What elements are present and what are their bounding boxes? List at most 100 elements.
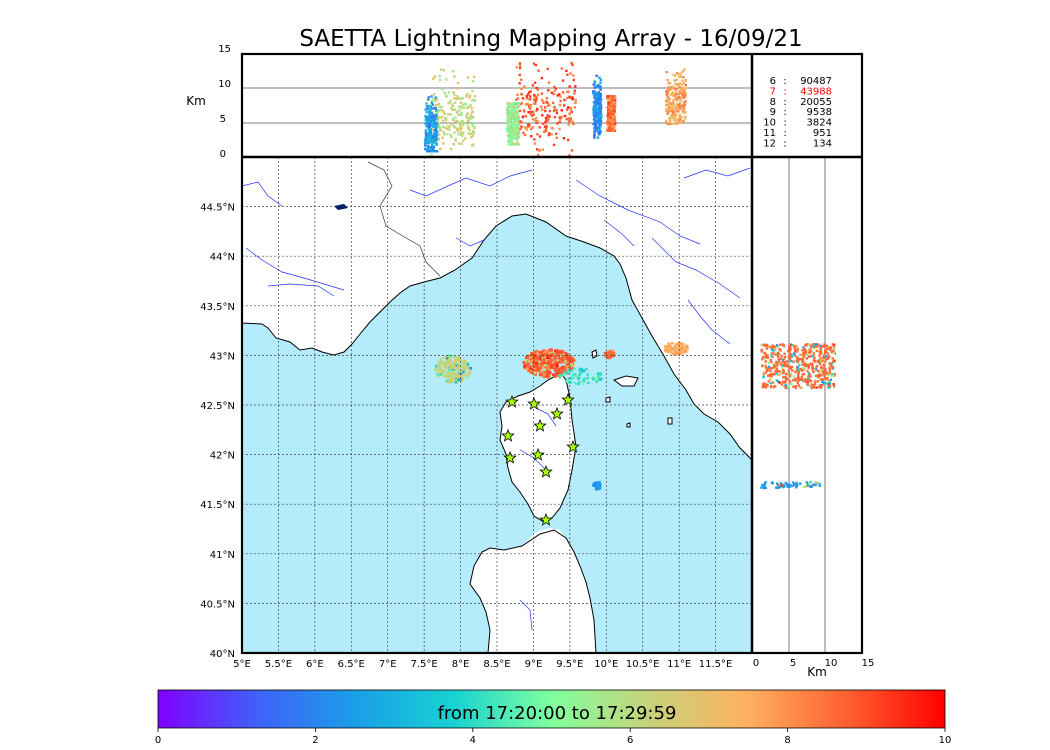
altitude-source xyxy=(558,93,561,96)
lightning-source xyxy=(530,359,533,363)
side-source xyxy=(794,483,797,487)
side-source xyxy=(832,360,835,364)
altitude-source xyxy=(592,110,595,114)
altitude-source xyxy=(667,87,670,90)
side-source xyxy=(806,484,809,487)
stats-key: 8 xyxy=(770,97,776,108)
lightning-source xyxy=(455,375,458,379)
altitude-source xyxy=(569,72,572,75)
altitude-source xyxy=(671,92,674,95)
side-source xyxy=(800,386,803,389)
lightning-source xyxy=(539,358,542,361)
lightning-source xyxy=(561,355,565,358)
lightning-source xyxy=(453,370,457,374)
altitude-source xyxy=(426,121,429,125)
altitude-source xyxy=(446,128,449,131)
altitude-source xyxy=(430,141,434,145)
side-source xyxy=(775,364,778,367)
side-source xyxy=(798,353,802,356)
side-source xyxy=(784,386,787,390)
altitude-source xyxy=(529,127,533,131)
altitude-source xyxy=(592,83,595,86)
side-source xyxy=(789,348,792,351)
side-source xyxy=(826,352,830,355)
altitude-source xyxy=(535,109,538,113)
altitude-source xyxy=(682,94,685,97)
altitude-source xyxy=(613,95,617,98)
lightning-source xyxy=(675,352,678,355)
altitude-source xyxy=(679,75,683,78)
altitude-source xyxy=(460,126,463,129)
altitude-source xyxy=(598,98,601,101)
altitude-source xyxy=(514,103,517,106)
altitude-source xyxy=(460,133,463,136)
side-source xyxy=(824,367,827,371)
altitude-source xyxy=(452,143,455,146)
side-source xyxy=(823,344,826,348)
lightning-source xyxy=(560,365,564,369)
side-source xyxy=(828,355,831,358)
lightning-source xyxy=(545,361,548,365)
side-source xyxy=(781,364,784,367)
lightning-source xyxy=(535,349,538,353)
side-source xyxy=(800,378,803,381)
side-source xyxy=(820,369,823,372)
altitude-source xyxy=(674,113,678,116)
lightning-source xyxy=(606,355,610,358)
altitude-source xyxy=(433,116,436,119)
side-source xyxy=(771,482,774,485)
lightning-source xyxy=(535,357,539,360)
altitude-source xyxy=(592,105,595,109)
side-source xyxy=(764,344,767,347)
altitude-source xyxy=(424,122,427,125)
altitude-source xyxy=(666,89,670,92)
altitude-source xyxy=(665,121,668,124)
side-source xyxy=(775,367,779,370)
lightning-source xyxy=(530,367,533,371)
altitude-source xyxy=(678,82,682,85)
altitude-source xyxy=(535,120,539,123)
altitude-source xyxy=(607,108,610,111)
lightning-source xyxy=(665,345,669,348)
altitude-source xyxy=(593,114,597,117)
altitude-source xyxy=(567,138,570,142)
altitude-source xyxy=(425,111,428,114)
altitude-source xyxy=(436,119,439,122)
lightning-source xyxy=(529,356,532,359)
lightning-source xyxy=(557,356,561,360)
altitude-source xyxy=(612,99,615,102)
side-source xyxy=(816,345,819,348)
side-source xyxy=(770,347,773,350)
side-source xyxy=(784,481,788,485)
side-source xyxy=(810,386,813,390)
side-source xyxy=(807,366,810,369)
altitude-source xyxy=(430,100,433,103)
altitude-source xyxy=(519,64,522,68)
lightning-source xyxy=(685,345,689,348)
altitude-source xyxy=(442,142,445,145)
altitude-source xyxy=(522,131,525,134)
lightning-source xyxy=(525,365,528,369)
side-source-points xyxy=(760,343,836,490)
lightning-source xyxy=(536,364,539,368)
altitude-source xyxy=(677,110,680,113)
side-source xyxy=(787,385,790,388)
altitude-source xyxy=(508,132,512,135)
altitude-source xyxy=(446,125,449,128)
side-source xyxy=(792,483,796,486)
altitude-source xyxy=(555,136,558,139)
side-source xyxy=(761,364,764,368)
lightning-source xyxy=(666,350,670,353)
lightning-source xyxy=(457,355,460,359)
altitude-source xyxy=(455,119,458,123)
side-source xyxy=(812,386,816,389)
altitude-source xyxy=(538,135,542,138)
side-source xyxy=(830,349,834,353)
stats-separator: : xyxy=(783,97,786,108)
lightning-source xyxy=(457,371,460,375)
longitude-tick-label: 7.5°E xyxy=(411,659,438,670)
lightning-source xyxy=(667,342,670,345)
lightning-source xyxy=(581,382,584,386)
side-panel-bg xyxy=(752,157,862,653)
lightning-source xyxy=(542,361,546,365)
